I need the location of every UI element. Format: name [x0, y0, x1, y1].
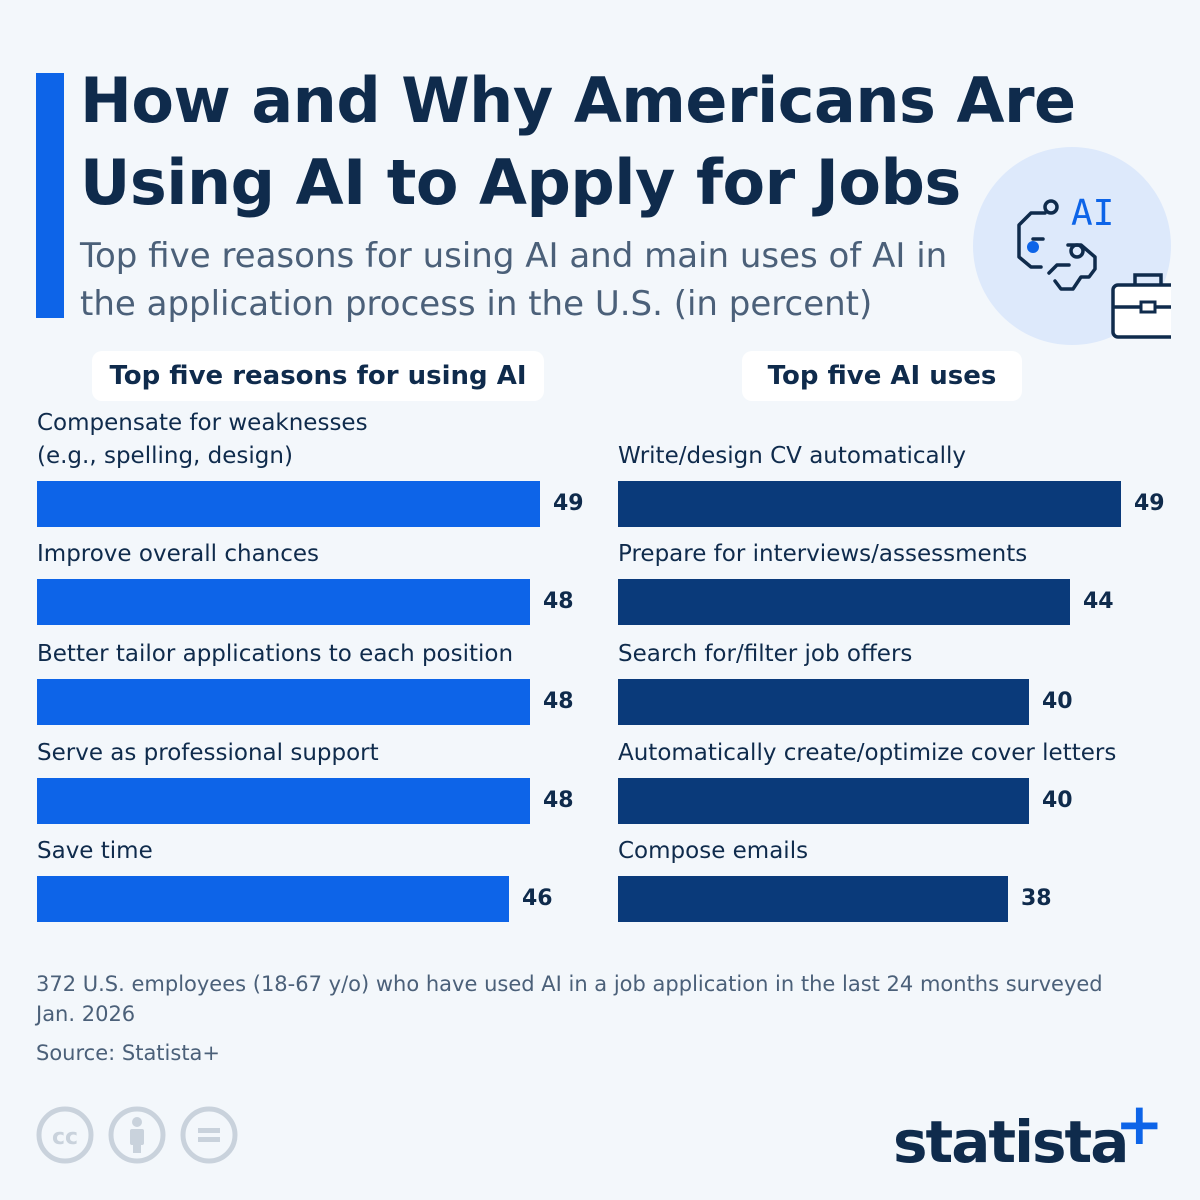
reasons-bar-label: Serve as professional support	[37, 740, 379, 766]
source-line: Source: Statista+	[36, 1041, 221, 1065]
reasons-bar	[37, 679, 530, 725]
reasons-bar-value: 46	[522, 886, 553, 911]
reasons-bar-value: 49	[553, 491, 584, 516]
reasons-bar-value: 48	[543, 589, 574, 614]
uses-bar-label: Search for/filter job offers	[618, 641, 913, 667]
reasons-bar-value: 48	[543, 689, 574, 714]
uses-bar-label: Automatically create/optimize cover lett…	[618, 740, 1117, 766]
brand-name: statista	[893, 1108, 1127, 1172]
attribution-icon[interactable]	[108, 1106, 166, 1164]
reasons-bar	[37, 579, 530, 625]
uses-bar	[618, 778, 1029, 824]
title-accent-bar	[36, 73, 64, 318]
license-icons: cc	[36, 1106, 238, 1166]
uses-bar	[618, 876, 1008, 922]
uses-bar-value: 44	[1083, 589, 1114, 614]
cc-icon[interactable]: cc	[36, 1106, 94, 1164]
no-derivatives-icon[interactable]	[180, 1106, 238, 1164]
reasons-bar-label: Save time	[37, 838, 153, 864]
svg-text:cc: cc	[52, 1125, 78, 1150]
reasons-bar	[37, 876, 509, 922]
uses-bar	[618, 579, 1070, 625]
uses-bar-value: 38	[1021, 886, 1052, 911]
statista-logo[interactable]: statista +	[893, 1090, 1173, 1176]
reasons-bar-value: 48	[543, 788, 574, 813]
uses-bar-value: 40	[1042, 689, 1073, 714]
reasons-bar-label: Improve overall chances	[37, 541, 320, 567]
uses-bar	[618, 679, 1029, 725]
uses-bar-label: Write/design CV automatically	[618, 443, 966, 469]
uses-panel-title: Top five AI uses	[742, 351, 1022, 401]
reasons-bar-label: Better tailor applications to each posit…	[37, 641, 514, 667]
brand-plus: +	[1115, 1092, 1164, 1158]
uses-bar-label: Compose emails	[618, 838, 809, 864]
chart-title: How and Why Americans Are Using AI to Ap…	[80, 64, 1076, 219]
ai-briefcase-icon: AI	[973, 147, 1185, 345]
chart-subtitle: Top five reasons for using AI and main u…	[80, 236, 948, 324]
uses-bar	[618, 481, 1121, 527]
survey-note: 372 U.S. employees (18-67 y/o) who have …	[36, 972, 1103, 1026]
reasons-bar	[37, 778, 530, 824]
reasons-bar	[37, 481, 540, 527]
bar-charts: Compensate for weaknesses (e.g., spellin…	[37, 410, 1165, 922]
uses-bar-value: 40	[1042, 788, 1073, 813]
ai-icon-text: AI	[1071, 193, 1114, 234]
reasons-bar-label: Compensate for weaknesses (e.g., spellin…	[37, 410, 368, 469]
reasons-panel-title: Top five reasons for using AI	[92, 351, 544, 401]
uses-bar-label: Prepare for interviews/assessments	[618, 541, 1028, 567]
uses-bar-value: 49	[1134, 491, 1165, 516]
